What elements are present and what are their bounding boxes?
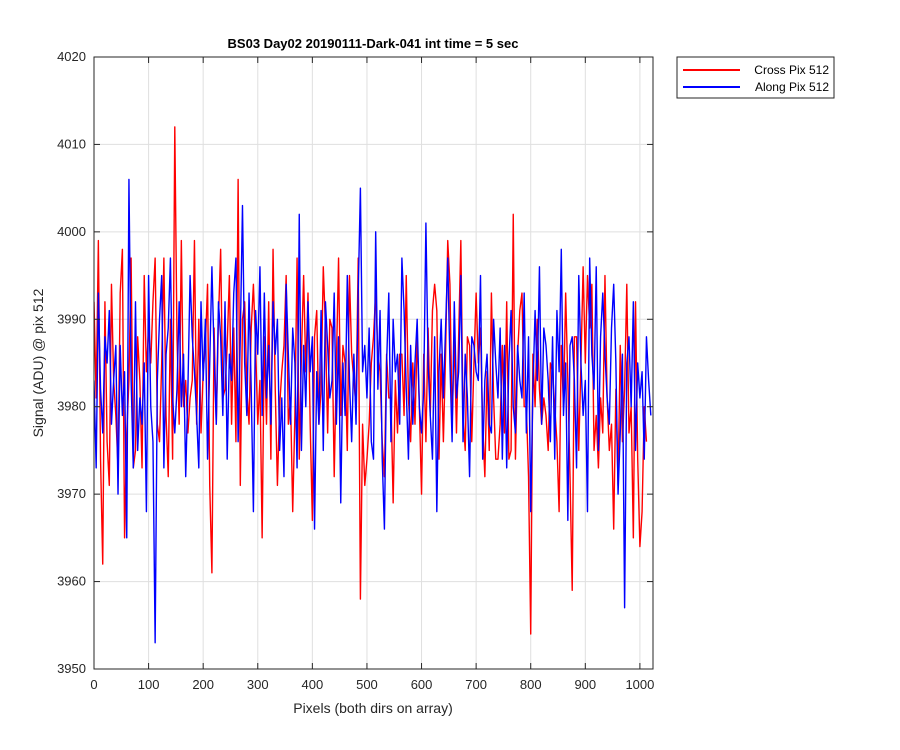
x-tick-label: 0	[90, 677, 97, 692]
y-axis-label: Signal (ADU) @ pix 512	[30, 288, 46, 437]
y-tick-label: 4020	[57, 49, 86, 64]
axis-ticks: 0 100 200 300 400 500 600 700 800 900 1000 3950 3960…	[57, 49, 654, 692]
x-tick-label: 600	[411, 677, 433, 692]
y-tick-label: 3970	[57, 486, 86, 501]
legend: Cross Pix 512 Along Pix 512	[676, 56, 835, 99]
x-tick-label: 1000	[625, 677, 654, 692]
x-tick-label: 300	[247, 677, 269, 692]
y-tick-label: 3980	[57, 399, 86, 414]
y-tick-label: 4010	[57, 136, 86, 151]
y-tick-label: 3960	[57, 574, 86, 589]
x-tick-label: 800	[520, 677, 542, 692]
x-tick-label: 100	[138, 677, 160, 692]
x-tick-label: 200	[192, 677, 214, 692]
x-axis-label: Pixels (both dirs on array)	[293, 700, 453, 716]
x-tick-label: 900	[574, 677, 596, 692]
y-tick-label: 3990	[57, 311, 86, 326]
chart-title: BS03 Day02 20190111-Dark-041 int time = …	[228, 36, 519, 51]
x-tick-label: 700	[465, 677, 487, 692]
series-layer	[94, 126, 652, 644]
series-line-along	[94, 178, 652, 644]
plot-frame	[93, 56, 654, 670]
legend-label-along: Along Pix 512	[755, 80, 829, 94]
y-tick-label: 4000	[57, 224, 86, 239]
legend-box	[676, 56, 835, 99]
y-tick-label: 3950	[57, 661, 86, 676]
grid	[94, 57, 653, 669]
x-tick-label: 500	[356, 677, 378, 692]
legend-label-cross: Cross Pix 512	[754, 63, 829, 77]
x-tick-label: 400	[302, 677, 324, 692]
